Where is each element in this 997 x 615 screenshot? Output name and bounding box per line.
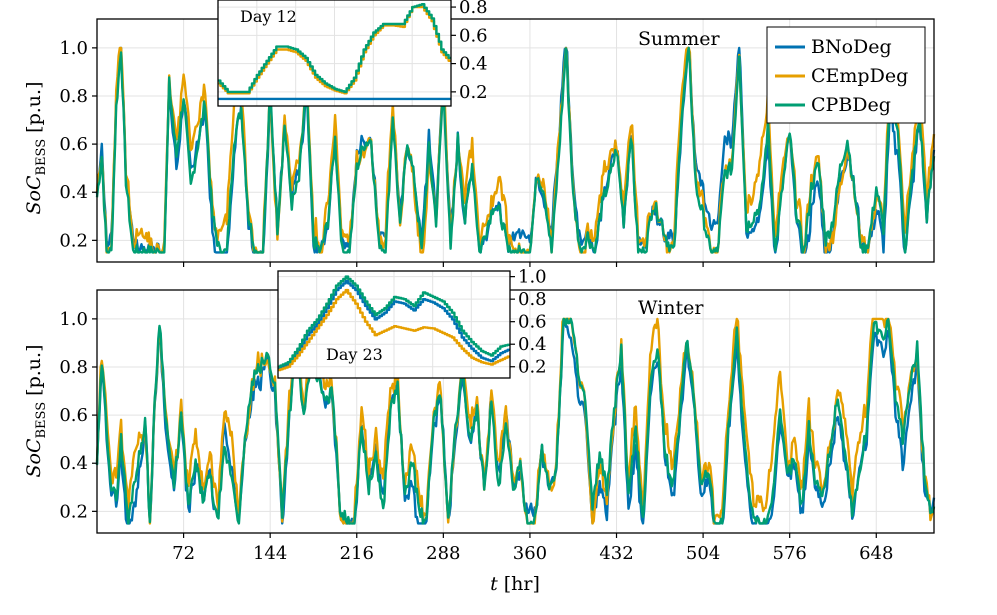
x-tick-label: 288: [426, 543, 460, 564]
y-tick-label: 0.2: [59, 230, 88, 251]
winter-series-lines: [95, 317, 936, 525]
inset-y-tick-label: 0.6: [518, 312, 547, 333]
legend: BNoDeg CEmpDeg CPBDeg: [766, 26, 926, 124]
y-tick-label: 0.8: [59, 86, 88, 107]
ylabel-sub: BESS: [34, 402, 49, 439]
x-tick-label: 504: [686, 543, 720, 564]
summer-y-axis-label: SoCBESS [p.u.]: [23, 82, 49, 215]
x-axis-label: t [hr]: [490, 573, 540, 595]
winter-inset: 0.20.40.60.81.0 Day 23: [277, 267, 547, 379]
ylabel-unit: [p.u.]: [23, 82, 45, 133]
inset-series-cpbdeg: [218, 3, 451, 94]
y-tick-label: 0.2: [59, 501, 88, 522]
inset-series-cpbdeg: [278, 275, 510, 368]
summer-inset: 0.2 0.4 0.6 0.8 Day 12: [217, 0, 488, 107]
inset-series-bnodeg: [278, 279, 510, 371]
summer-label: Summer: [638, 28, 721, 50]
y-tick-label: 0.4: [59, 453, 88, 474]
summer-inset-label: Day 12: [240, 7, 297, 26]
ylabel-sub: BESS: [34, 139, 49, 176]
y-tick-label: 0.4: [59, 182, 88, 203]
winter-y-axis-label: SoCBESS [p.u.]: [23, 345, 49, 478]
ylabel-main: SoC: [23, 175, 45, 214]
y-tick-label: 0.6: [59, 134, 88, 155]
summer-panel: 0.2 0.4 0.6 0.8 1.0 Summer SoCBESS [p.u.] BN…: [23, 0, 936, 267]
winter-label: Winter: [638, 297, 704, 319]
winter-inset-label: Day 23: [326, 345, 383, 364]
ylabel-unit: [p.u.]: [23, 345, 45, 396]
inset-y-tick-label: 0.8: [518, 289, 547, 310]
legend-label-cempdeg: CEmpDeg: [811, 65, 908, 87]
legend-label-bnodeg: BNoDeg: [811, 36, 892, 58]
y-tick-label: 1.0: [59, 38, 88, 59]
inset-y-tick-label: 0.2: [518, 357, 547, 378]
inset-y-tick-label: 0.8: [459, 0, 488, 18]
winter-axes-frame: [96, 289, 935, 534]
winter-panel: 0.20.40.60.81.0 72 144 216 288 360 432 504 576 6…: [23, 267, 936, 595]
winter-inset-frame: [277, 270, 511, 379]
summer-inset-frame: [217, 0, 452, 107]
inset-y-tick-label: 0.2: [459, 82, 488, 103]
y-tick-label: 0.6: [59, 405, 88, 426]
x-tick-label: 360: [513, 543, 547, 564]
y-tick-label: 1.0: [59, 309, 88, 330]
summer-axes-frame: [96, 18, 935, 263]
y-tick-label: 0.8: [59, 357, 88, 378]
inset-y-tick-label: 1.0: [518, 267, 547, 288]
inset-y-tick-label: 0.4: [518, 334, 547, 355]
series-cpbdeg: [95, 46, 936, 254]
x-tick-label: 144: [253, 543, 287, 564]
x-tick-label: 216: [340, 543, 374, 564]
svg-text:SoCBESS [p.u.]: SoCBESS [p.u.]: [23, 345, 49, 478]
legend-label-cpbdeg: CPBDeg: [811, 94, 891, 116]
inset-y-tick-label: 0.6: [459, 25, 488, 46]
svg-text:SoCBESS [p.u.]: SoCBESS [p.u.]: [23, 82, 49, 215]
x-tick-label: 72: [172, 543, 195, 564]
x-tick-label: 576: [773, 543, 807, 564]
series-cpbdeg: [95, 317, 936, 525]
x-tick-label: 432: [599, 543, 633, 564]
inset-y-tick-label: 0.4: [459, 54, 488, 75]
ylabel-main: SoC: [23, 438, 45, 477]
inset-series-cempdeg: [278, 288, 510, 372]
x-tick-label: 648: [859, 543, 893, 564]
